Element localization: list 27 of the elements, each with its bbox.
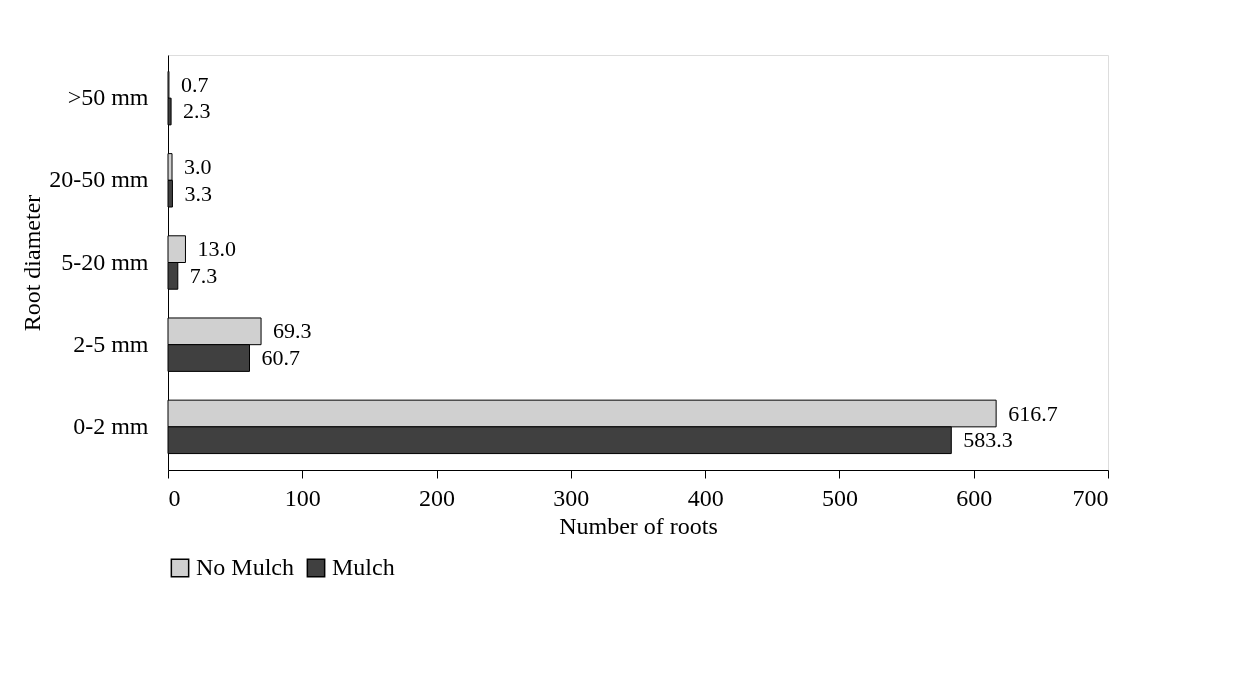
data-label: 0.7 xyxy=(180,71,209,97)
data-label: 2.3 xyxy=(183,98,211,124)
data-label: 616.7 xyxy=(1008,400,1058,426)
y-tick-label: 0-2 mm xyxy=(73,412,149,439)
y-tick-label: 20-50 mm xyxy=(49,166,149,193)
data-label: 60.7 xyxy=(261,345,301,371)
legend-label: Mulch xyxy=(332,554,395,580)
data-label: 583.3 xyxy=(963,427,1013,453)
x-tick-label: 0 xyxy=(168,484,181,511)
x-tick-label: 700 xyxy=(1072,484,1109,511)
data-label: 3.3 xyxy=(184,180,212,206)
legend-label: No Mulch xyxy=(196,554,294,580)
data-label: 3.0 xyxy=(184,153,212,179)
y-tick-label: >50 mm xyxy=(67,84,149,111)
x-axis-title: Number of roots xyxy=(559,512,718,539)
x-tick-label: 600 xyxy=(956,484,993,511)
x-tick-label: 300 xyxy=(553,484,590,511)
x-tick-label: 400 xyxy=(687,484,724,511)
x-tick-label: 500 xyxy=(821,484,858,511)
data-label: 7.3 xyxy=(189,262,218,288)
x-tick-label: 200 xyxy=(419,484,456,511)
data-label: 13.0 xyxy=(197,236,236,262)
data-label: 69.3 xyxy=(273,318,312,344)
y-axis-title: Root diameter xyxy=(19,194,46,332)
x-tick-label: 100 xyxy=(284,484,321,511)
y-tick-label: 5-20 mm xyxy=(61,248,149,275)
y-tick-label: 2-5 mm xyxy=(73,330,149,357)
